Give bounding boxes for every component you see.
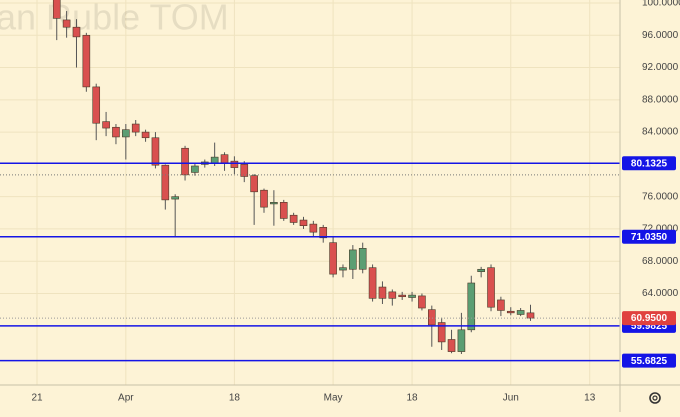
y-tick-label: 64.0000 (642, 288, 679, 299)
candle-body (378, 286, 387, 299)
candle-body (52, 0, 61, 19)
candle-body (102, 121, 110, 129)
candle-body (181, 147, 189, 176)
candle-body (526, 312, 535, 319)
candle-body (131, 123, 140, 133)
candle-body (191, 165, 199, 173)
x-tick-label: 18 (229, 393, 241, 404)
level-label: 71.0350 (631, 232, 668, 243)
y-tick-label: 88.0000 (642, 94, 679, 105)
candle-body (141, 131, 150, 139)
y-tick-label: 76.0000 (642, 191, 679, 202)
last-price-label: 60.9500 (631, 313, 668, 324)
candle-body (151, 137, 160, 166)
grid (0, 0, 620, 385)
candle-body (516, 310, 525, 315)
level-label-box (622, 156, 676, 171)
candle-body (457, 329, 466, 352)
x-tick-label: 21 (31, 393, 43, 404)
y-tick-label: 72.0000 (642, 224, 679, 235)
candle-body (112, 126, 120, 138)
last-price-box (622, 311, 676, 326)
candle-body (289, 214, 298, 223)
candle-body (230, 160, 239, 168)
candle-body (339, 267, 347, 271)
x-tick-label: 13 (584, 393, 596, 404)
candle-body (408, 294, 416, 298)
candle-body (92, 86, 101, 124)
y-tick-label: 92.0000 (642, 62, 679, 73)
candle-body (62, 19, 71, 28)
candle-body (309, 223, 318, 233)
candle-body (260, 189, 268, 208)
candle-body (437, 322, 446, 343)
candle-body (506, 310, 515, 314)
candle-body (349, 249, 357, 270)
x-tick-label: Jun (503, 393, 519, 404)
candle-body (329, 242, 337, 275)
overlays: 100.0000 96.0000 92.0000 88.0000 84.0000 76.0… (0, 0, 680, 404)
level-label: 59.9825 (631, 321, 668, 332)
level-label: 55.6825 (631, 356, 668, 367)
settings-icon[interactable] (649, 392, 661, 404)
level-label-box (622, 229, 676, 244)
x-tick-label: Apr (118, 393, 134, 404)
candle-body (418, 295, 426, 309)
candle-body (279, 202, 288, 219)
candle-body (270, 202, 278, 205)
candle-body (467, 282, 476, 331)
y-tick-label: 96.0000 (642, 30, 679, 41)
candle-body (427, 309, 436, 326)
level-label-box (622, 353, 676, 368)
candle-body (82, 34, 91, 88)
candle-body (72, 26, 81, 38)
candle-body (368, 267, 377, 299)
y-tick-label: 84.0000 (642, 127, 679, 138)
candle-body (220, 154, 229, 164)
candles (52, 0, 535, 355)
candle-body (319, 227, 328, 239)
x-tick-label: 18 (406, 393, 418, 404)
candle-body (398, 294, 406, 298)
candle-body (122, 129, 130, 138)
y-tick-label: 68.0000 (642, 256, 679, 267)
y-tick-label: 100.0000 (642, 0, 680, 9)
candle-body (447, 339, 456, 352)
candle-body (388, 291, 397, 299)
candle-body (358, 248, 367, 270)
candle-body (477, 268, 485, 273)
x-tick-label: May (324, 393, 343, 404)
candle-body (161, 164, 170, 201)
candle-body (299, 219, 308, 227)
candle-body (250, 175, 258, 193)
candle-body (240, 164, 249, 177)
level-label: 80.1325 (631, 158, 668, 169)
watermark: an Ruble TOM (0, 0, 229, 38)
candle-body (171, 196, 179, 200)
candle-body (497, 299, 505, 311)
candle-body (487, 267, 495, 308)
